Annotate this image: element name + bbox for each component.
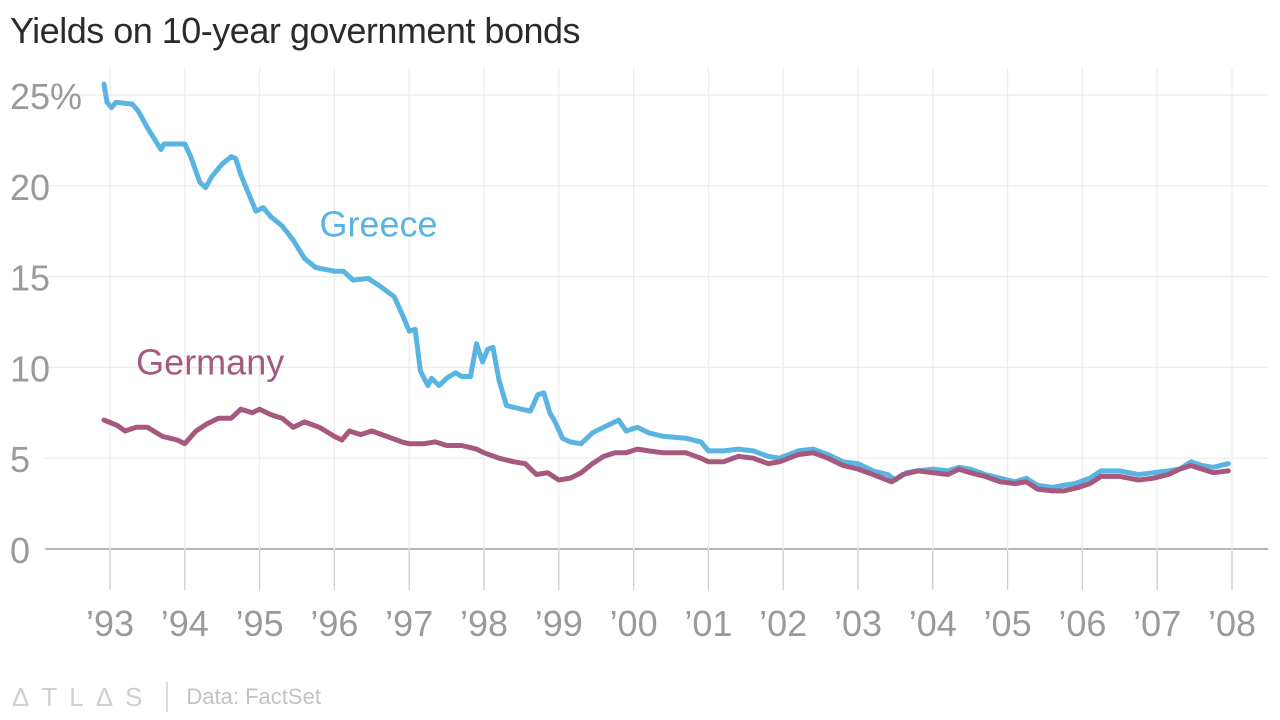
x-tick-label: ’95 [236, 603, 284, 644]
x-tick-label: ’00 [610, 603, 658, 644]
line-chart: 0 5 10 15 20 25% ’93 ’94 ’95 ’96 ’97 ’98 ’99 ’00 ’01 ’0… [10, 68, 1268, 644]
x-tick-label: ’01 [684, 603, 732, 644]
x-tick-label: ’06 [1058, 603, 1106, 644]
atlas-logo: ΔTLΔS [12, 681, 155, 712]
footer-divider [166, 682, 169, 712]
x-tick-label: ’04 [909, 603, 957, 644]
x-tick-label: ’97 [385, 603, 433, 644]
x-tick-label: ’96 [310, 603, 358, 644]
data-source: Data: FactSet [186, 684, 321, 709]
grid-lines [45, 68, 1268, 590]
x-tick-label: ’03 [834, 603, 882, 644]
series-label-germany: Germany [136, 342, 284, 383]
y-tick-label: 25% [10, 76, 82, 117]
x-tick-label: ’93 [86, 603, 134, 644]
y-tick-label: 10 [10, 348, 50, 389]
x-tick-label: ’02 [759, 603, 807, 644]
series-line-greece [101, 81, 1231, 490]
series-line-germany [101, 406, 1231, 494]
x-tick-label: ’05 [984, 603, 1032, 644]
x-tick-label: ’07 [1133, 603, 1181, 644]
chart-title: Yields on 10-year government bonds [10, 10, 581, 51]
series-label-greece: Greece [319, 204, 437, 245]
series-lines [101, 81, 1231, 494]
x-tick-label: ’08 [1208, 603, 1256, 644]
y-tick-label: 5 [10, 439, 30, 480]
x-tick-label: ’94 [161, 603, 209, 644]
footer: ΔTLΔS Data: FactSet [12, 680, 321, 714]
y-tick-label: 15 [10, 258, 50, 299]
x-tick-label: ’99 [535, 603, 583, 644]
axes: 0 5 10 15 20 25% ’93 ’94 ’95 ’96 ’97 ’98 ’99 ’00 ’01 ’0… [10, 76, 1256, 644]
y-tick-label: 0 [10, 530, 30, 571]
x-tick-label: ’98 [460, 603, 508, 644]
series-labels: Greece Germany [136, 204, 437, 383]
y-tick-label: 20 [10, 167, 50, 208]
